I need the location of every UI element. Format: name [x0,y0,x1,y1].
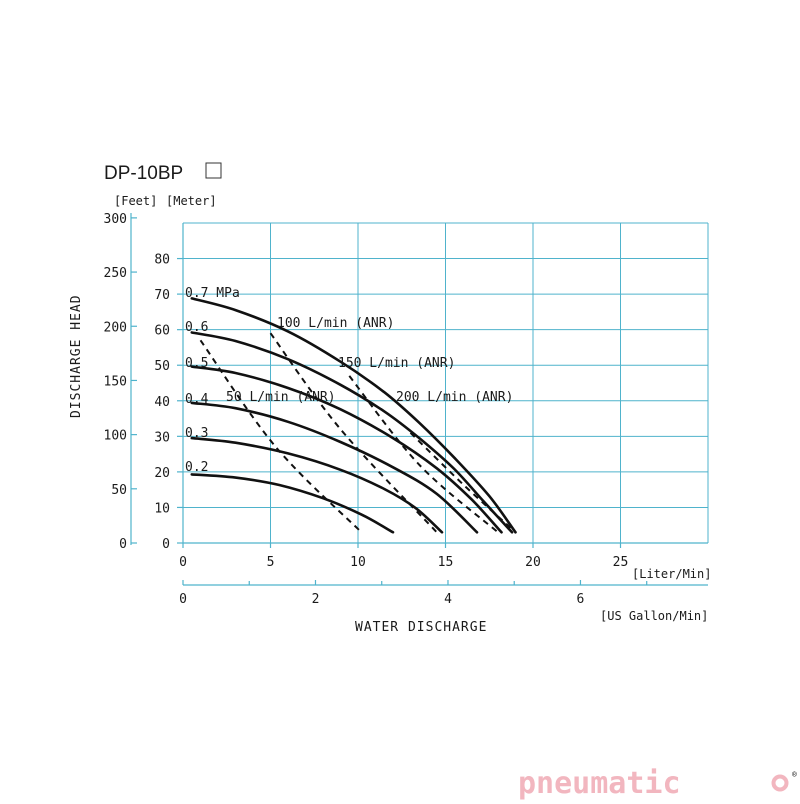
meter-tick-label: 10 [154,501,170,516]
feet-unit-label: [Feet] [114,194,157,208]
chart-title: DP-10BP [104,163,183,184]
air-label-50: 50 L/min (ANR) [226,390,336,405]
gallon-tick-label: 0 [179,592,187,607]
liter-unit-label: [Liter/Min] [632,567,711,581]
grid-layer [182,222,709,544]
y-axis-title: DISCHARGE HEAD [69,294,84,418]
meter-tick-label: 0 [162,537,170,552]
feet-tick-label: 200 [104,320,127,335]
curve-label-0-2: 0.2 [185,460,208,475]
pressure-curve-0-7 [190,297,517,534]
gallon-unit-label: [US Gallon/Min] [600,609,708,623]
meter-tick-label: 60 [154,324,170,339]
air-label-100: 100 L/min (ANR) [277,316,394,331]
brand-logo: pneumatic ® [518,766,797,801]
meter-tick-label: 70 [154,288,170,303]
air-consumption-lines [199,332,517,534]
feet-tick-label: 300 [104,212,127,227]
gallon-tick-label: 6 [577,592,585,607]
curve-label-0-5: 0.5 [185,356,208,371]
feet-tick-label: 250 [104,266,127,281]
brand-text: pneumatic [518,766,681,800]
title-checkbox-icon [205,162,222,179]
meter-tick-label: 40 [154,395,170,410]
air-label-150: 150 L/min (ANR) [338,356,455,371]
gallon-tick-label: 4 [444,592,452,607]
meter-axis-ticks: 0 10 20 30 40 50 60 70 80 [154,253,183,552]
air-line-150 [348,375,499,534]
pressure-curve-0-3 [190,436,444,534]
pressure-curves [190,297,517,534]
meter-tick-label: 20 [154,466,170,481]
meter-unit-label: [Meter] [166,194,217,208]
curve-label-0-7: 0.7 MPa [185,286,240,301]
liter-tick-label: 0 [179,555,187,570]
curve-label-0-6: 0.6 [185,320,208,335]
air-line-200 [409,432,517,534]
liter-tick-label: 5 [267,555,275,570]
feet-tick-label: 0 [119,537,127,552]
curve-label-0-3: 0.3 [185,426,208,441]
air-line-50 [199,339,363,534]
feet-tick-label: 150 [104,374,127,389]
gallon-tick-label: 2 [312,592,320,607]
feet-tick-label: 100 [104,429,127,444]
x-axis-gallon-ticks: 0 2 4 6 [179,580,708,607]
meter-tick-label: 80 [154,253,170,268]
liter-tick-label: 25 [613,555,629,570]
pressure-curve-0-2 [190,473,395,534]
liter-tick-label: 10 [350,555,366,570]
meter-tick-label: 30 [154,430,170,445]
pressure-curve-0-6 [190,331,514,534]
x-axis-liter-ticks: 0 5 10 15 20 25 [179,543,628,570]
x-axis-title: WATER DISCHARGE [355,620,487,635]
liter-tick-label: 20 [525,555,541,570]
brand-o-mark [771,774,789,792]
air-label-200: 200 L/min (ANR) [396,390,513,405]
curve-label-0-4: 0.4 [185,392,209,407]
feet-tick-label: 50 [111,483,127,498]
pressure-curve-0-4 [190,401,479,534]
pressure-curve-0-5 [190,365,503,534]
brand-registered-mark: ® [792,770,797,779]
liter-tick-label: 15 [438,555,454,570]
feet-axis-ticks: 0 50 100 150 200 250 300 [104,212,137,552]
meter-tick-label: 50 [154,359,170,374]
